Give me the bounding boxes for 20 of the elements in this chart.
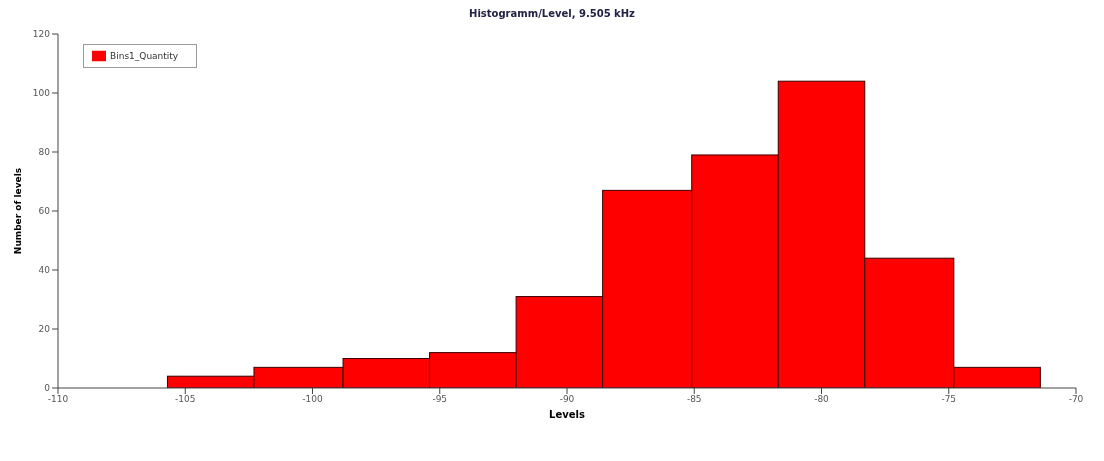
y-tick-label: 0 [44, 383, 51, 394]
x-tick-label: -95 [432, 394, 448, 405]
legend-label: Bins1_Quantity [110, 50, 179, 61]
x-tick-label: -90 [559, 394, 575, 405]
y-tick-label: 60 [38, 206, 51, 217]
y-tick-label: 120 [32, 29, 51, 40]
y-tick-label: 40 [38, 265, 51, 276]
x-tick-label: -85 [686, 394, 702, 405]
y-tick-label: 100 [32, 88, 51, 99]
x-tick-label: -100 [302, 394, 323, 405]
chart-title: Histogramm/Level, 9.505 kHz [468, 8, 636, 21]
x-tick-label: -70 [1068, 394, 1084, 405]
y-axis-title: Number of levels [13, 167, 24, 255]
x-tick-label: -75 [941, 394, 957, 405]
x-tick-label: -80 [814, 394, 830, 405]
y-tick-label: 80 [38, 147, 51, 158]
x-tick-label: -105 [175, 394, 196, 405]
x-axis-title: Levels [549, 409, 585, 420]
y-tick-label: 20 [38, 324, 51, 335]
x-tick-label: -110 [47, 394, 69, 405]
